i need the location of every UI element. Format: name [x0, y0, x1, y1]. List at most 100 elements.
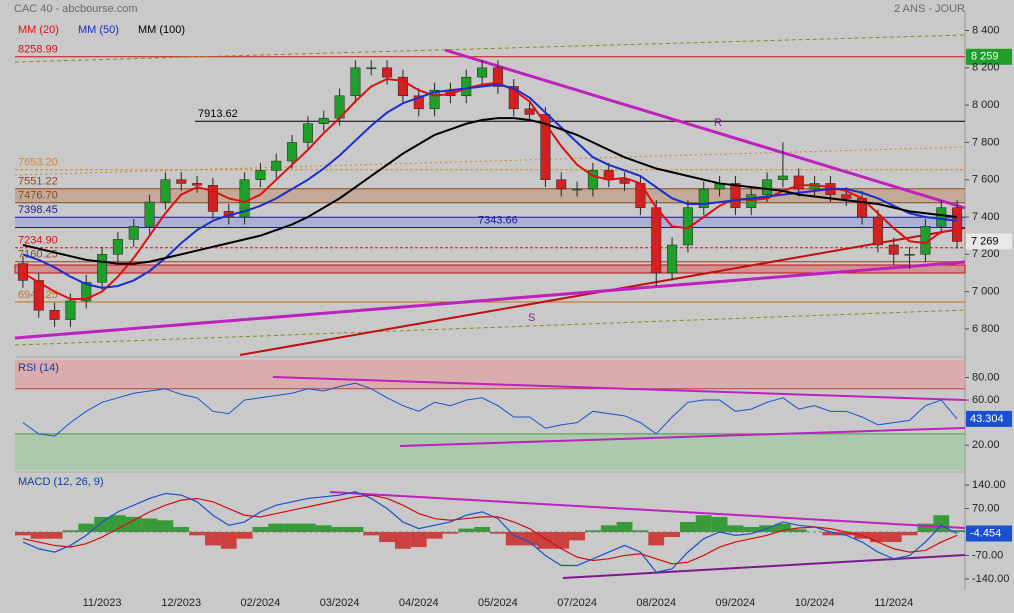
histogram-bar — [474, 526, 490, 532]
histogram-bar — [426, 531, 443, 539]
y-tick-label: 7 200 — [972, 248, 1000, 260]
level-label: 7476.70 — [18, 190, 58, 202]
candle-body — [160, 179, 171, 203]
x-tick-label: 12/2023 — [161, 597, 201, 609]
y-tick-label: 8 200 — [972, 62, 1000, 74]
histogram-bar — [315, 525, 332, 532]
histogram-bar — [870, 531, 886, 543]
histogram-bar — [775, 523, 791, 532]
candle-body — [904, 254, 915, 256]
level-label: 7551.22 — [18, 176, 58, 188]
trend-line — [14, 309, 966, 346]
histogram-bar — [680, 521, 696, 532]
histogram-bar — [901, 531, 918, 536]
panel-title: MACD (12, 26, 9) — [18, 476, 104, 488]
y-tick-label: 60.00 — [972, 394, 1000, 406]
x-tick-label: 07/2024 — [557, 597, 597, 609]
candle-body — [667, 244, 678, 274]
histogram-bar — [632, 530, 649, 532]
histogram-bar — [78, 523, 95, 532]
histogram-bar — [252, 526, 269, 532]
histogram-bar — [379, 531, 395, 543]
candle-body — [17, 263, 28, 281]
candle-body — [793, 175, 804, 190]
histogram-bar — [600, 525, 617, 532]
histogram-bar — [395, 531, 411, 549]
histogram-bar — [125, 516, 142, 532]
histogram-bar — [46, 531, 63, 539]
candle-body — [682, 207, 693, 246]
level-label: 7234.90 — [18, 235, 58, 247]
histogram-bar — [300, 523, 316, 532]
moving-average — [22, 77, 958, 301]
x-tick-label: 11/2023 — [83, 597, 122, 609]
candle-body — [318, 117, 329, 125]
candle-body — [366, 67, 377, 70]
histogram-bar — [442, 531, 459, 534]
macd-line — [22, 494, 958, 565]
histogram-bar — [458, 528, 475, 532]
macd-line — [22, 491, 958, 573]
trend-line — [399, 427, 966, 447]
histogram-bar — [205, 531, 221, 546]
x-tick-label: 05/2024 — [478, 597, 518, 609]
y-tick-label: 140.00 — [972, 479, 1006, 491]
histogram-bar — [822, 531, 839, 536]
last-price-label: 7 269 — [971, 235, 999, 247]
candle-body — [33, 280, 44, 311]
histogram-bar — [727, 525, 744, 532]
last-macd-label: -4.454 — [970, 527, 1001, 539]
histogram-bar — [15, 531, 31, 536]
trend-line — [562, 554, 966, 579]
level-label: 7343.66 — [478, 214, 518, 226]
x-tick-label: 03/2024 — [320, 597, 360, 609]
x-tick-label: 08/2024 — [636, 597, 676, 609]
candle-body — [952, 207, 963, 242]
candle-body — [730, 183, 741, 208]
level-label: 7398.45 — [18, 204, 58, 216]
candle-body — [619, 179, 630, 184]
candle-body — [777, 175, 788, 180]
candle-body — [556, 179, 567, 190]
histogram-bar — [505, 531, 522, 546]
candle-body — [49, 309, 60, 320]
y-tick-label: 6 800 — [972, 323, 1000, 335]
histogram-bar — [410, 531, 427, 548]
price-tag: 8 259 — [971, 51, 999, 63]
candle-body — [302, 123, 313, 143]
candle-body — [413, 95, 424, 110]
histogram-bar — [173, 526, 190, 532]
candle-body — [492, 67, 503, 87]
candle-body — [239, 179, 250, 218]
histogram-bar — [616, 521, 633, 532]
histogram-bar — [569, 531, 585, 541]
y-tick-label: 7 000 — [972, 286, 1000, 298]
candle-body — [524, 108, 535, 115]
candle-body — [144, 201, 155, 227]
chart-subtitle: 2 ANS - JOUR — [894, 3, 965, 15]
last-macd-box — [966, 525, 1012, 542]
legend-entry: MM (20) — [18, 24, 59, 36]
support-box — [14, 264, 966, 274]
candle-body — [255, 170, 266, 180]
histogram-bar — [331, 526, 348, 532]
histogram-bar — [743, 526, 760, 532]
histogram-bar — [711, 516, 728, 532]
y-tick-label: -140.00 — [972, 573, 1009, 585]
histogram-bar — [838, 531, 855, 536]
histogram-bar — [110, 515, 126, 532]
y-tick-label: -70.00 — [972, 549, 1003, 561]
histogram-bar — [585, 530, 601, 532]
level-label: 8258.99 — [18, 44, 58, 56]
y-tick-label: 7 600 — [972, 174, 1000, 186]
histogram-bar — [189, 531, 205, 536]
histogram-bar — [157, 520, 174, 532]
last-rsi-box — [966, 410, 1012, 427]
candle-body — [572, 188, 583, 191]
legend-entry: MM (50) — [78, 24, 119, 36]
candle-body — [350, 67, 361, 97]
trend-line — [14, 34, 966, 63]
candle-body — [888, 244, 899, 255]
candle-body — [81, 282, 92, 302]
